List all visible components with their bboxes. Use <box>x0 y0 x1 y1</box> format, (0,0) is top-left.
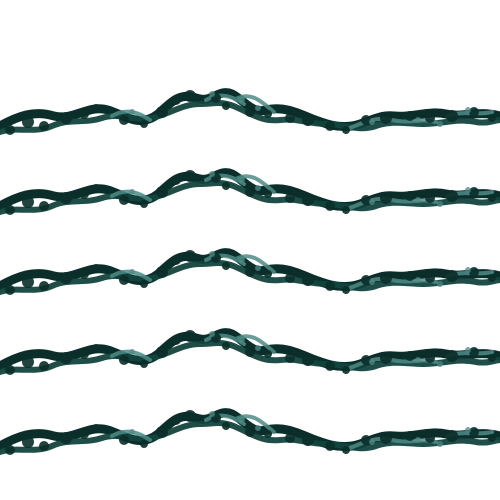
stroke-row-2 <box>0 170 500 215</box>
stroke-row-4 <box>0 330 500 375</box>
stroke-row-3 <box>0 250 500 295</box>
stroke-row-1 <box>0 90 500 135</box>
stroke-row-5 <box>0 410 500 455</box>
